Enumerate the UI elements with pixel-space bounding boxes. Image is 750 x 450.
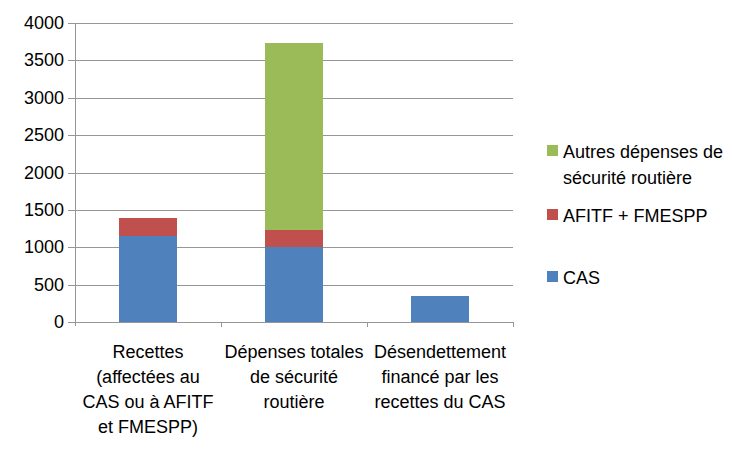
y-axis-label: 3500 bbox=[0, 48, 64, 72]
y-axis-label: 1000 bbox=[0, 235, 64, 259]
bar-segment-afitf bbox=[265, 230, 323, 247]
y-axis-label: 3000 bbox=[0, 86, 64, 110]
legend-item: Autres dépenses de sécurité routière bbox=[547, 139, 723, 191]
y-axis-tick bbox=[68, 60, 75, 61]
legend-item: AFITF + FMESPP bbox=[547, 203, 708, 229]
legend-marker-afitf bbox=[547, 209, 558, 220]
bar-segment-cas bbox=[265, 247, 323, 322]
x-axis-tick bbox=[221, 322, 222, 327]
legend-label: CAS bbox=[563, 265, 600, 291]
x-axis-label: Désendettement financé par les recettes … bbox=[367, 340, 513, 415]
y-axis-label: 2000 bbox=[0, 161, 64, 185]
bar-segment-cas bbox=[119, 236, 177, 322]
y-axis-tick bbox=[68, 173, 75, 174]
y-axis-label: 2500 bbox=[0, 123, 64, 147]
x-axis-label: Recettes (affectées au CAS ou à AFITF et… bbox=[75, 340, 221, 440]
y-axis-label: 1500 bbox=[0, 198, 64, 222]
y-axis-label: 500 bbox=[0, 273, 64, 297]
x-axis-tick bbox=[513, 322, 514, 327]
bar-segment-cas bbox=[411, 296, 469, 322]
legend-label: Autres dépenses de sécurité routière bbox=[563, 139, 723, 191]
bar-segment-afitf bbox=[119, 218, 177, 236]
y-axis-tick bbox=[68, 322, 75, 323]
bar-segment-autres bbox=[265, 43, 323, 230]
legend-marker-autres bbox=[547, 145, 558, 156]
gridline bbox=[75, 23, 513, 24]
legend-item: CAS bbox=[547, 265, 600, 291]
y-axis-line bbox=[75, 23, 76, 326]
legend-marker-cas bbox=[547, 271, 558, 282]
y-axis-tick bbox=[68, 98, 75, 99]
x-axis-label: Dépenses totales de sécurité routière bbox=[221, 340, 367, 415]
gridline bbox=[75, 322, 513, 323]
stacked-bar-chart: 0 500 1000 1500 2000 2500 3000 3500 4000 Recettes… bbox=[0, 0, 750, 450]
y-axis-tick bbox=[68, 23, 75, 24]
y-axis-tick bbox=[68, 247, 75, 248]
y-axis-tick bbox=[68, 135, 75, 136]
y-axis-label: 4000 bbox=[0, 11, 64, 35]
y-axis-tick bbox=[68, 210, 75, 211]
legend-label: AFITF + FMESPP bbox=[563, 203, 708, 229]
y-axis-tick bbox=[68, 285, 75, 286]
x-axis-tick bbox=[367, 322, 368, 327]
y-axis-label: 0 bbox=[0, 310, 64, 334]
